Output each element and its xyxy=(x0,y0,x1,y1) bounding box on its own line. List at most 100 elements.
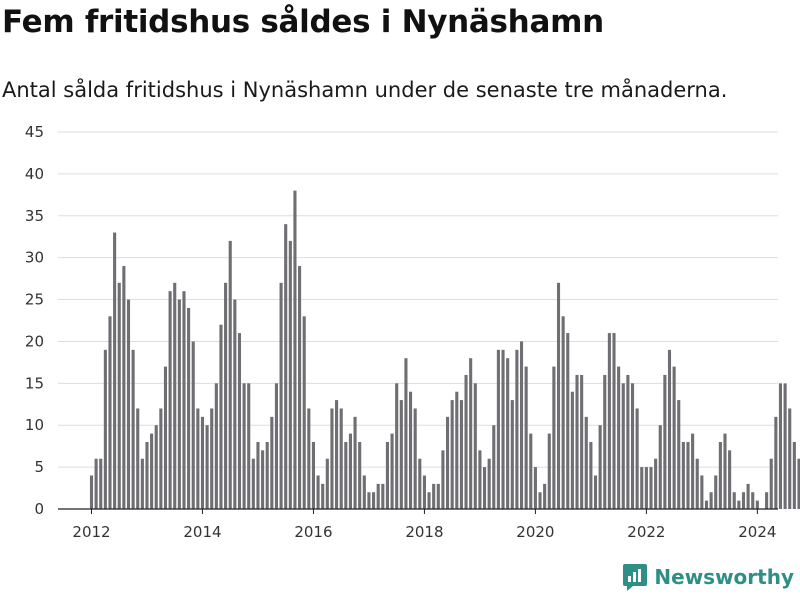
bar xyxy=(159,408,163,509)
x-tick-label: 2022 xyxy=(627,523,665,541)
bar xyxy=(728,450,732,509)
bar xyxy=(630,383,635,509)
bar xyxy=(441,450,445,509)
bar xyxy=(173,282,177,509)
bar-chart: 0 5 10 15 20 25 30 35 40 45 2012 2014 2016 2018 2020 2… xyxy=(25,123,800,541)
y-axis: 0 5 10 15 20 25 30 35 40 45 xyxy=(25,123,44,518)
bar xyxy=(432,483,436,509)
bar-series xyxy=(89,190,800,510)
bar xyxy=(99,458,103,509)
bar xyxy=(242,383,246,509)
bar xyxy=(436,483,440,509)
bar xyxy=(543,483,547,509)
bar xyxy=(778,383,783,509)
bar xyxy=(191,341,195,509)
y-tick-label: 35 xyxy=(25,207,44,225)
x-tick-label: 2018 xyxy=(405,523,443,541)
bar xyxy=(501,349,505,509)
bar xyxy=(469,358,473,509)
x-tick-label: 2024 xyxy=(738,523,776,541)
page-title: Fem fritidshus såldes i Nynäshamn xyxy=(2,4,604,40)
bar xyxy=(612,333,616,509)
bar xyxy=(482,467,487,509)
bar xyxy=(589,441,593,509)
bar xyxy=(335,400,339,509)
bar xyxy=(529,433,533,509)
bar xyxy=(704,500,709,509)
bar xyxy=(187,307,191,509)
bar xyxy=(316,475,320,509)
bar xyxy=(783,383,787,509)
bar xyxy=(196,408,200,509)
bar xyxy=(177,299,181,509)
y-tick-label: 10 xyxy=(25,416,44,434)
bar xyxy=(658,425,662,509)
bar xyxy=(455,391,459,509)
bar xyxy=(677,400,681,509)
bar xyxy=(603,374,607,509)
bar xyxy=(376,483,380,509)
bar xyxy=(311,441,316,509)
bar xyxy=(566,333,570,509)
y-tick-label: 0 xyxy=(34,500,44,518)
bar xyxy=(695,458,699,509)
bar xyxy=(788,408,792,509)
bar xyxy=(667,349,672,509)
bar xyxy=(621,383,625,509)
bar xyxy=(765,492,769,509)
y-tick-label: 15 xyxy=(25,374,44,392)
bar xyxy=(117,282,121,509)
bar xyxy=(718,441,722,509)
bar xyxy=(381,483,385,509)
bar xyxy=(228,240,232,509)
bar xyxy=(478,450,482,509)
brand-name: Newsworthy xyxy=(654,565,794,589)
bar xyxy=(237,333,242,509)
bar xyxy=(325,458,329,509)
bar xyxy=(367,492,371,509)
bar xyxy=(163,366,168,509)
bar xyxy=(510,400,514,509)
bar xyxy=(140,458,144,509)
bar xyxy=(210,408,214,509)
bar xyxy=(746,483,750,509)
bar xyxy=(214,383,218,509)
bar xyxy=(348,433,352,509)
bar xyxy=(496,349,500,509)
page-subtitle: Antal sålda fritidshus i Nynäshamn under… xyxy=(2,78,728,102)
x-tick-label: 2014 xyxy=(183,523,221,541)
bar xyxy=(714,475,718,509)
y-tick-label: 20 xyxy=(25,332,44,350)
bar xyxy=(774,416,778,509)
bar xyxy=(182,291,186,509)
bar xyxy=(700,475,704,509)
bar xyxy=(302,316,306,509)
bar xyxy=(635,408,639,509)
bar xyxy=(723,433,727,509)
bar xyxy=(404,358,408,509)
bar xyxy=(293,190,297,509)
bar xyxy=(575,374,579,509)
bar xyxy=(385,441,389,509)
bar xyxy=(270,416,274,509)
y-tick-label: 5 xyxy=(34,458,44,476)
bar xyxy=(168,291,172,509)
x-tick-label: 2012 xyxy=(72,523,110,541)
x-tick-label: 2020 xyxy=(516,523,554,541)
bar xyxy=(538,492,542,509)
bar xyxy=(654,458,658,509)
bar xyxy=(233,299,237,509)
bar xyxy=(556,282,561,509)
bar xyxy=(445,416,450,509)
bar xyxy=(506,358,510,509)
bar xyxy=(492,425,496,509)
bar xyxy=(422,475,426,509)
bar xyxy=(330,408,334,509)
bar xyxy=(533,467,537,509)
bar xyxy=(593,475,598,509)
newsworthy-brand[interactable]: Newsworthy xyxy=(622,562,794,592)
bar xyxy=(358,441,362,509)
bar xyxy=(769,458,773,509)
bar xyxy=(261,450,265,509)
bar xyxy=(751,492,755,509)
